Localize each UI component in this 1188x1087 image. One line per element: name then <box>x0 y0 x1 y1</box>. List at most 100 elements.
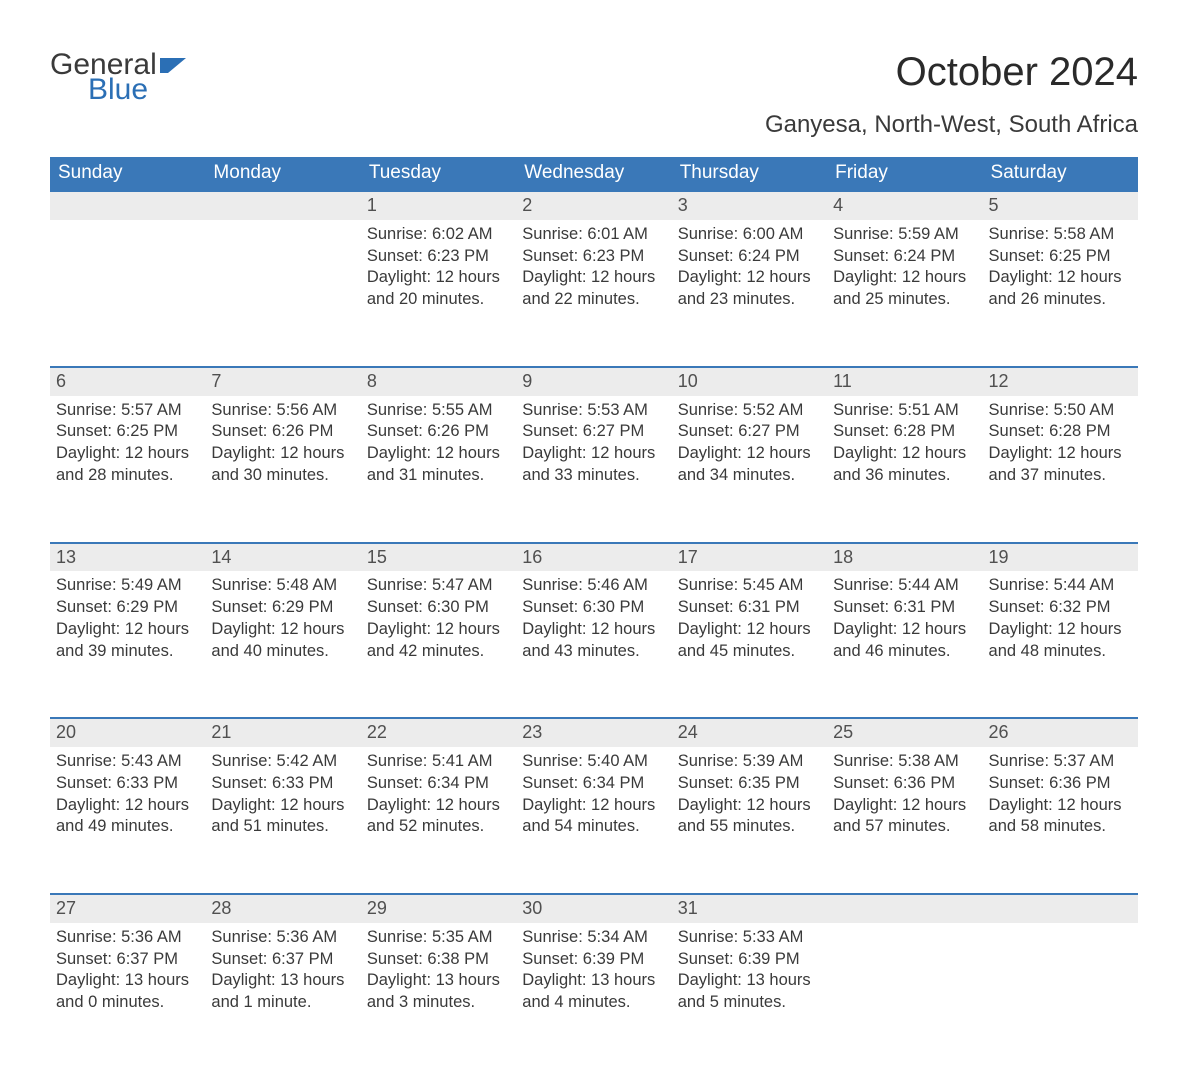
sunset-line: Sunset: 6:30 PM <box>522 597 665 619</box>
day-number: 5 <box>983 190 1138 220</box>
day-number: 25 <box>827 717 982 747</box>
day-details: Sunrise: 5:48 AMSunset: 6:29 PMDaylight:… <box>205 571 360 666</box>
day-number: 18 <box>827 542 982 572</box>
day-cell: Sunrise: 5:53 AMSunset: 6:27 PMDaylight:… <box>516 396 671 520</box>
daylight-line: Daylight: 12 hours and 57 minutes. <box>833 795 976 839</box>
sunrise-line: Sunrise: 5:36 AM <box>56 927 199 949</box>
day-cell: Sunrise: 5:36 AMSunset: 6:37 PMDaylight:… <box>205 923 360 1047</box>
sunrise-line: Sunrise: 5:43 AM <box>56 751 199 773</box>
sunset-line: Sunset: 6:28 PM <box>989 421 1132 443</box>
daylight-line: Daylight: 12 hours and 28 minutes. <box>56 443 199 487</box>
day-header-row: SundayMondayTuesdayWednesdayThursdayFrid… <box>50 157 1138 190</box>
daylight-line: Daylight: 12 hours and 39 minutes. <box>56 619 199 663</box>
daylight-line: Daylight: 12 hours and 25 minutes. <box>833 267 976 311</box>
daylight-line: Daylight: 12 hours and 46 minutes. <box>833 619 976 663</box>
week-content-row: Sunrise: 5:36 AMSunset: 6:37 PM Daylight:… <box>50 923 1138 1047</box>
daylight-line: Daylight: 13 hours and 4 minutes. <box>522 970 665 1014</box>
sunset-line: Sunset: 6:25 PM <box>56 421 199 443</box>
day-number: 3 <box>672 190 827 220</box>
daylight-line: Daylight: 12 hours and 52 minutes. <box>367 795 510 839</box>
day-number: 12 <box>983 366 1138 396</box>
day-number: 20 <box>50 717 205 747</box>
day-number: 21 <box>205 717 360 747</box>
sunrise-line: Sunrise: 6:00 AM <box>678 224 821 246</box>
sunset-line: Sunset: 6:31 PM <box>678 597 821 619</box>
sunset-line: Sunset: 6:25 PM <box>989 246 1132 268</box>
sunrise-line: Sunrise: 5:55 AM <box>367 400 510 422</box>
week-number-row: 13141516171819 <box>50 542 1138 572</box>
daylight-line: Daylight: 12 hours and 49 minutes. <box>56 795 199 839</box>
day-cell: Sunrise: 5:41 AMSunset: 6:34 PMDaylight:… <box>361 747 516 871</box>
day-number: 28 <box>205 893 360 923</box>
sunset-line: Sunset: 6:27 PM <box>522 421 665 443</box>
daylight-line: Daylight: 12 hours and 33 minutes. <box>522 443 665 487</box>
sunset-line: Sunset: 6:24 PM <box>833 246 976 268</box>
week-spacer <box>50 695 1138 717</box>
sunset-line: Sunset: 6:34 PM <box>367 773 510 795</box>
day-cell: Sunrise: 5:47 AMSunset: 6:30 PMDaylight:… <box>361 571 516 695</box>
day-number: 29 <box>361 893 516 923</box>
sunset-line: Sunset: 6:33 PM <box>56 773 199 795</box>
day-number: 26 <box>983 717 1138 747</box>
day-cell: Sunrise: 5:37 AMSunset: 6:36 PMDaylight:… <box>983 747 1138 871</box>
day-details: Sunrise: 6:01 AMSunset: 6:23 PMDaylight:… <box>516 220 671 315</box>
empty-cell <box>983 923 1138 1047</box>
daylight-line: Daylight: 12 hours and 23 minutes. <box>678 267 821 311</box>
daylight-line: Daylight: 12 hours and 20 minutes. <box>367 267 510 311</box>
sunrise-line: Sunrise: 5:44 AM <box>989 575 1132 597</box>
sunset-line: Sunset: 6:33 PM <box>211 773 354 795</box>
day-number: 4 <box>827 190 982 220</box>
day-number: 13 <box>50 542 205 572</box>
daylight-line: Daylight: 12 hours and 26 minutes. <box>989 267 1132 311</box>
sunset-line: Sunset: 6:37 PM <box>56 949 199 971</box>
sunrise-line: Sunrise: 5:47 AM <box>367 575 510 597</box>
day-cell: Sunrise: 5:51 AMSunset: 6:28 PMDaylight:… <box>827 396 982 520</box>
day-number: 14 <box>205 542 360 572</box>
day-header: Saturday <box>983 157 1138 190</box>
sunset-line: Sunset: 6:39 PM <box>678 949 821 971</box>
day-cell: Sunrise: 5:34 AMSunset: 6:39 PMDaylight:… <box>516 923 671 1047</box>
daylight-line: Daylight: 12 hours and 58 minutes. <box>989 795 1132 839</box>
day-details: Sunrise: 5:44 AMSunset: 6:32 PMDaylight:… <box>983 571 1138 666</box>
sunrise-line: Sunrise: 5:52 AM <box>678 400 821 422</box>
day-number: 27 <box>50 893 205 923</box>
sunset-line: Sunset: 6:26 PM <box>367 421 510 443</box>
day-details: Sunrise: 6:00 AMSunset: 6:24 PMDaylight:… <box>672 220 827 315</box>
day-header: Wednesday <box>516 157 671 190</box>
day-details: Sunrise: 5:50 AMSunset: 6:28 PMDaylight:… <box>983 396 1138 491</box>
sunrise-line: Sunrise: 6:01 AM <box>522 224 665 246</box>
day-details: Sunrise: 5:38 AMSunset: 6:36 PMDaylight:… <box>827 747 982 842</box>
sunrise-line: Sunrise: 5:56 AM <box>211 400 354 422</box>
brand-word-2: Blue <box>88 75 188 105</box>
daylight-line: Daylight: 12 hours and 45 minutes. <box>678 619 821 663</box>
day-header: Sunday <box>50 157 205 190</box>
sunrise-line: Sunrise: 5:53 AM <box>522 400 665 422</box>
day-details: Sunrise: 5:41 AMSunset: 6:34 PMDaylight:… <box>361 747 516 842</box>
day-header: Monday <box>205 157 360 190</box>
sunset-line: Sunset: 6:24 PM <box>678 246 821 268</box>
day-details: Sunrise: 5:43 AMSunset: 6:33 PMDaylight:… <box>50 747 205 842</box>
day-cell: Sunrise: 5:40 AMSunset: 6:34 PMDaylight:… <box>516 747 671 871</box>
day-number: 16 <box>516 542 671 572</box>
week-number-row: 6789101112 <box>50 366 1138 396</box>
sunrise-line: Sunrise: 5:57 AM <box>56 400 199 422</box>
day-cell: Sunrise: 5:33 AMSunset: 6:39 PMDaylight:… <box>672 923 827 1047</box>
sunrise-line: Sunrise: 5:39 AM <box>678 751 821 773</box>
day-details: Sunrise: 5:49 AMSunset: 6:29 PMDaylight:… <box>50 571 205 666</box>
sunrise-line: Sunrise: 6:02 AM <box>367 224 510 246</box>
week-content-row: Sunrise: 6:02 AMSunset: 6:23 PMDaylight:… <box>50 220 1138 344</box>
day-cell: Sunrise: 5:43 AMSunset: 6:33 PMDaylight:… <box>50 747 205 871</box>
sunset-line: Sunset: 6:38 PM <box>367 949 510 971</box>
header-row: General Blue October 2024 Ganyesa, North… <box>50 50 1138 139</box>
day-cell: Sunrise: 5:56 AMSunset: 6:26 PMDaylight:… <box>205 396 360 520</box>
day-cell: Sunrise: 5:44 AMSunset: 6:31 PMDaylight:… <box>827 571 982 695</box>
sunrise-line: Sunrise: 5:37 AM <box>989 751 1132 773</box>
day-details: Sunrise: 5:57 AMSunset: 6:25 PMDaylight:… <box>50 396 205 491</box>
sunrise-line: Sunrise: 5:41 AM <box>367 751 510 773</box>
sunset-line: Sunset: 6:23 PM <box>367 246 510 268</box>
sunrise-line: Sunrise: 5:33 AM <box>678 927 821 949</box>
sunset-line: Sunset: 6:28 PM <box>833 421 976 443</box>
day-header: Thursday <box>672 157 827 190</box>
sunrise-line: Sunrise: 5:46 AM <box>522 575 665 597</box>
week-number-row: 20212223242526 <box>50 717 1138 747</box>
